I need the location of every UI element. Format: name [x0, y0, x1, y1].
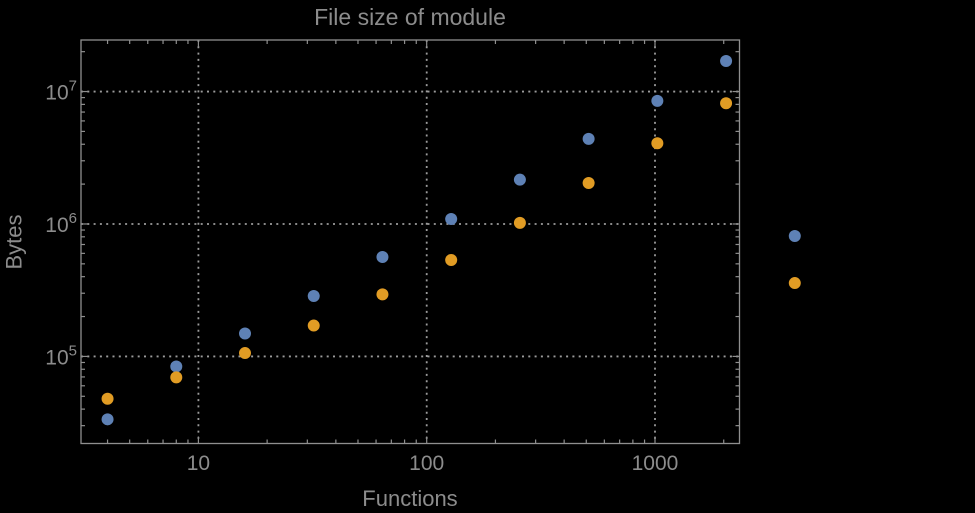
y-tick-label: 107 [45, 78, 77, 105]
data-point-series-2-orange [239, 347, 252, 360]
chart-title: File size of module [314, 4, 506, 30]
data-point-series-2-orange [376, 288, 389, 301]
data-point-series-2-orange [651, 137, 664, 150]
data-point-series-2-orange [445, 253, 458, 266]
y-tick-label: 105 [45, 342, 77, 369]
x-tick-label: 1000 [632, 452, 679, 475]
data-point-series-1-blue [239, 327, 252, 340]
data-point-series-1-blue [788, 229, 801, 242]
data-point-series-2-orange [513, 216, 526, 229]
plot-frame [80, 39, 741, 445]
data-point-series-1-blue [651, 94, 664, 107]
data-point-series-2-orange [307, 319, 320, 332]
data-point-series-1-blue [720, 55, 733, 68]
data-point-series-1-blue [170, 360, 183, 373]
x-tick-label: 10 [187, 452, 210, 475]
data-point-series-1-blue [101, 413, 114, 426]
data-point-series-2-orange [101, 392, 114, 405]
data-point-series-1-blue [376, 251, 389, 264]
data-point-series-2-orange [788, 277, 801, 290]
data-point-series-1-blue [513, 173, 526, 186]
data-point-series-1-blue [307, 289, 320, 302]
y-tick-label: 106 [45, 210, 77, 237]
x-axis-label: Functions [362, 486, 458, 511]
data-point-series-2-orange [170, 371, 183, 384]
data-point-series-2-orange [720, 97, 733, 110]
data-point-series-1-blue [445, 213, 458, 226]
x-tick-label: 100 [409, 452, 444, 475]
data-point-series-1-blue [582, 132, 595, 145]
data-point-series-2-orange [582, 176, 595, 189]
